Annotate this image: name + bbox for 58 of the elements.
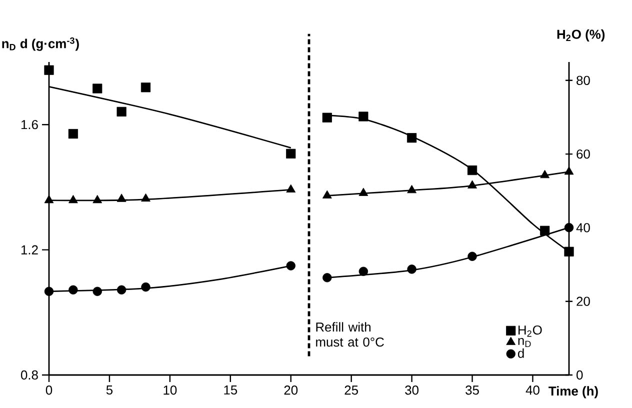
point (92, 286, 102, 296)
point (564, 166, 574, 175)
y2-tick-label: 40 (576, 223, 590, 232)
point (406, 133, 417, 143)
point (116, 194, 126, 202)
point (44, 286, 54, 296)
point (358, 112, 368, 122)
point (468, 252, 477, 261)
point (286, 148, 296, 158)
point (358, 188, 368, 196)
x-tick-label: 15 (224, 386, 238, 395)
point (92, 194, 102, 204)
point (116, 106, 126, 117)
x-axis-title: Time (h) (548, 386, 598, 398)
x-tick-label: 10 (164, 386, 177, 395)
x-tick-label: 35 (466, 386, 479, 395)
y2-tick-label: 0 (576, 370, 583, 380)
y2-axis-title: H$_{2}$O (%) (557, 29, 605, 42)
point (407, 264, 416, 274)
ref-line-label: Refill with must at 0°C (316, 322, 384, 347)
point (44, 194, 54, 204)
point (92, 84, 102, 94)
point (140, 82, 151, 92)
point (141, 193, 150, 202)
x-tick-label: 40 (526, 386, 540, 395)
y2-tick-label: 20 (576, 296, 590, 306)
x-tick-label: 20 (284, 386, 298, 395)
point (68, 194, 78, 204)
point (564, 246, 574, 256)
point (322, 112, 332, 122)
y-tick-label: 1.2 (21, 245, 38, 254)
y-tick-label: 1.6 (21, 120, 38, 130)
legend-label: H$_{2}$O (518, 325, 542, 337)
y-tick-label: 0.8 (20, 370, 38, 380)
point (286, 184, 296, 192)
y2-tick-label: 80 (576, 76, 590, 85)
point (68, 129, 78, 139)
point (286, 261, 296, 270)
y2-tick-label: 60 (576, 149, 590, 159)
point (116, 285, 126, 294)
point (358, 266, 368, 276)
legend-label: n$_{D}$ (518, 338, 531, 348)
point (44, 65, 54, 75)
point (540, 226, 550, 236)
point (322, 190, 332, 198)
point (68, 285, 78, 294)
point (467, 165, 478, 176)
x-tick-label: 5 (106, 386, 113, 395)
x-tick-label: 30 (405, 386, 418, 395)
legend-label: d (518, 348, 524, 358)
x-tick-label: 0 (46, 386, 52, 395)
point (468, 180, 477, 188)
point (407, 184, 416, 194)
x-tick-label: 25 (344, 386, 358, 395)
y-axis-title: n$_{D}$ d (g·cm$^{-3}$) (2, 37, 79, 51)
point (141, 282, 150, 292)
point (322, 273, 332, 282)
point (540, 170, 550, 178)
